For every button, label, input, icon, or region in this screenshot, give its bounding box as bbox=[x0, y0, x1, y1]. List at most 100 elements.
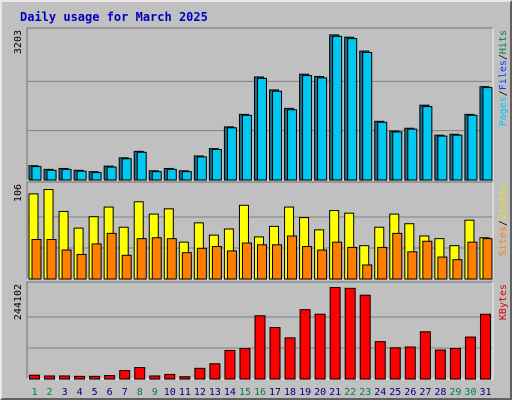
bar-sites-day-20 bbox=[317, 249, 328, 280]
x-tick-day-18: 18 bbox=[284, 387, 296, 398]
x-tick-day-9: 9 bbox=[152, 387, 158, 398]
x-tick-day-16: 16 bbox=[254, 387, 266, 398]
bar-kbytes-day-2 bbox=[44, 375, 56, 380]
bar-pages-day-9 bbox=[151, 171, 162, 181]
bar-pages-day-23 bbox=[362, 51, 373, 181]
bar-pages-day-17 bbox=[272, 90, 283, 181]
bar-sites-day-5 bbox=[91, 243, 102, 280]
legend-item: Visits bbox=[498, 184, 509, 220]
bar-pages-day-4 bbox=[76, 170, 87, 181]
bar-kbytes-day-16 bbox=[254, 315, 266, 380]
x-tick-day-25: 25 bbox=[389, 387, 401, 398]
bar-kbytes-day-13 bbox=[209, 363, 221, 380]
bar-kbytes-day-5 bbox=[89, 375, 101, 380]
x-tick-day-13: 13 bbox=[209, 387, 221, 398]
bar-kbytes-day-7 bbox=[119, 370, 131, 380]
bar-pages-day-5 bbox=[91, 172, 102, 181]
legend-item: Files bbox=[498, 60, 509, 90]
y-max-label-visits: 106 bbox=[13, 184, 24, 202]
bar-sites-day-4 bbox=[76, 253, 87, 280]
legend-hits: Pages/Files/Hits bbox=[498, 30, 509, 126]
bar-kbytes-day-30 bbox=[464, 336, 476, 380]
bar-pages-day-27 bbox=[422, 106, 433, 181]
bar-pages-day-7 bbox=[121, 158, 132, 181]
x-tick-day-1: 1 bbox=[32, 387, 38, 398]
bar-sites-day-14 bbox=[226, 250, 237, 280]
bar-pages-day-14 bbox=[226, 127, 237, 181]
x-tick-day-24: 24 bbox=[374, 387, 386, 398]
bar-pages-day-8 bbox=[136, 151, 147, 181]
bar-pages-day-19 bbox=[302, 75, 313, 181]
bar-pages-day-16 bbox=[256, 77, 267, 181]
legend-item: Pages bbox=[498, 96, 509, 126]
bar-kbytes-day-6 bbox=[104, 375, 116, 380]
legend-item: / bbox=[498, 90, 509, 96]
x-tick-day-17: 17 bbox=[269, 387, 281, 398]
bar-pages-day-25 bbox=[392, 131, 403, 181]
x-tick-day-31: 31 bbox=[479, 387, 491, 398]
bar-kbytes-day-19 bbox=[299, 309, 311, 380]
bar-sites-day-21 bbox=[332, 241, 343, 280]
bar-pages-day-21 bbox=[332, 35, 343, 181]
bar-pages-day-18 bbox=[287, 109, 298, 181]
bar-sites-day-30 bbox=[467, 241, 478, 280]
bar-kbytes-day-20 bbox=[314, 313, 326, 380]
bar-kbytes-day-14 bbox=[224, 349, 236, 380]
bar-kbytes-day-3 bbox=[59, 375, 71, 380]
bar-pages-day-15 bbox=[241, 114, 252, 181]
x-tick-day-30: 30 bbox=[464, 387, 476, 398]
bar-pages-day-1 bbox=[31, 166, 42, 181]
bar-sites-day-31 bbox=[482, 238, 493, 280]
bar-sites-day-29 bbox=[452, 259, 463, 280]
bar-sites-day-26 bbox=[407, 251, 418, 280]
bar-kbytes-day-10 bbox=[164, 373, 176, 380]
x-tick-day-26: 26 bbox=[404, 387, 416, 398]
bar-sites-day-1 bbox=[31, 239, 42, 280]
x-tick-day-2: 2 bbox=[47, 387, 53, 398]
bar-kbytes-day-18 bbox=[284, 337, 296, 380]
bar-pages-day-28 bbox=[437, 135, 448, 181]
bar-kbytes-day-27 bbox=[419, 331, 431, 380]
bar-sites-day-2 bbox=[46, 239, 57, 280]
bar-kbytes-day-26 bbox=[404, 346, 416, 380]
bar-sites-day-8 bbox=[136, 238, 147, 280]
bar-pages-day-26 bbox=[407, 128, 418, 181]
x-tick-day-21: 21 bbox=[329, 387, 341, 398]
bar-kbytes-day-31 bbox=[479, 313, 491, 380]
x-tick-day-8: 8 bbox=[137, 387, 143, 398]
x-tick-day-20: 20 bbox=[314, 387, 326, 398]
x-tick-day-19: 19 bbox=[299, 387, 311, 398]
bar-kbytes-day-21 bbox=[329, 287, 341, 380]
x-tick-day-5: 5 bbox=[92, 387, 98, 398]
legend-item: Hits bbox=[498, 30, 509, 54]
bar-sites-day-9 bbox=[151, 237, 162, 280]
bar-sites-day-7 bbox=[121, 254, 132, 280]
bar-kbytes-day-23 bbox=[359, 294, 371, 380]
bar-sites-day-27 bbox=[422, 240, 433, 280]
chart-title: Daily usage for March 2025 bbox=[20, 10, 208, 24]
bar-kbytes-day-22 bbox=[344, 287, 356, 380]
bar-pages-day-30 bbox=[467, 114, 478, 181]
bar-pages-day-29 bbox=[452, 134, 463, 181]
bar-sites-day-24 bbox=[377, 246, 388, 280]
bar-sites-day-16 bbox=[256, 244, 267, 280]
bar-kbytes-day-8 bbox=[134, 367, 146, 380]
bar-sites-day-3 bbox=[61, 249, 72, 280]
x-tick-day-3: 3 bbox=[62, 387, 68, 398]
x-tick-day-10: 10 bbox=[164, 387, 176, 398]
bar-sites-day-6 bbox=[106, 232, 117, 280]
x-tick-day-15: 15 bbox=[239, 387, 251, 398]
bar-pages-day-2 bbox=[46, 169, 57, 181]
x-tick-day-6: 6 bbox=[107, 387, 113, 398]
bar-pages-day-10 bbox=[166, 168, 177, 181]
legend-kbytes: KBytes bbox=[498, 284, 509, 320]
bar-sites-day-25 bbox=[392, 232, 403, 280]
bar-pages-day-12 bbox=[196, 156, 207, 181]
bar-kbytes-day-29 bbox=[449, 348, 461, 380]
legend-item: KBytes bbox=[498, 284, 509, 320]
bar-sites-day-11 bbox=[181, 252, 192, 280]
bar-sites-day-13 bbox=[211, 246, 222, 280]
bar-kbytes-day-1 bbox=[29, 374, 40, 380]
y-max-label-kbytes: 244102 bbox=[13, 284, 24, 320]
